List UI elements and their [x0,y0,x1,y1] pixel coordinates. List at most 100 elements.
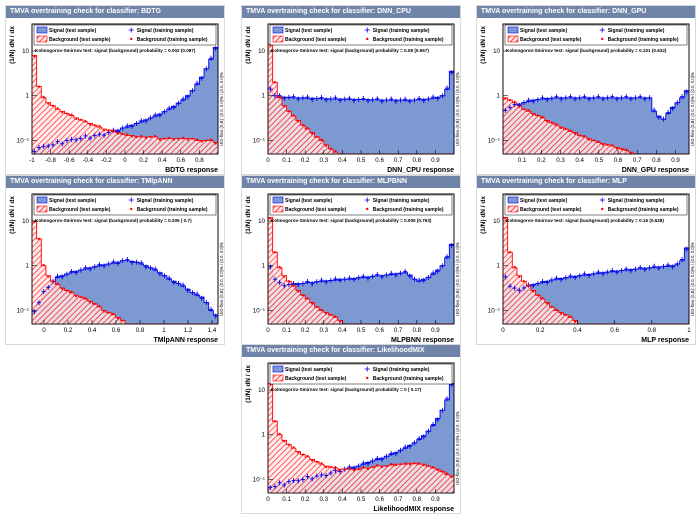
background-bar [619,148,625,154]
background-bar [309,302,315,324]
background-bar [328,314,334,324]
x-tick-label: 0.4 [158,157,167,164]
signal-bar [374,275,380,324]
signal-bar [111,263,116,324]
background-train-marker [37,85,41,88]
x-tick-label: 0.6 [176,157,185,164]
background-bar [125,135,130,154]
y-tick-label: 1 [262,263,266,270]
signal-bar [642,97,648,154]
background-bar [577,135,583,154]
x-tick-label: 0 [123,157,127,164]
background-train-marker [450,475,453,479]
background-bar [97,127,103,154]
background-train-marker [546,302,549,305]
background-train-marker [513,100,516,103]
background-train-marker [269,217,272,220]
background-bar [272,252,278,324]
x-tick-label: 0.4 [338,327,347,334]
signal-bar [337,99,343,154]
background-train-marker [334,466,337,469]
x-tick-label: 0.3 [556,157,565,164]
background-train-marker [445,472,449,475]
signal-bar [351,99,357,154]
panel-title: TMVA overtraining check for classifier: … [6,176,224,188]
signal-bar [642,268,648,324]
signal-bar [665,113,671,154]
background-bar [59,287,65,324]
background-train-marker [311,302,314,305]
x-tick-label: 0.4 [338,496,347,503]
x-tick-label: 0.7 [394,157,403,164]
signal-bar [435,270,441,324]
background-bar [333,317,339,324]
background-train-marker [583,134,586,138]
background-train-marker [121,132,124,136]
x-tick-label: 0.2 [537,157,546,164]
y-tick-label: 10 [258,48,265,55]
overflow-text: U/O-flow (S,B): (0.0, 0.0)% / (0.0, 0.0)… [455,242,460,316]
background-bar [180,138,186,154]
signal-bar [365,99,371,154]
background-train-marker [47,102,50,105]
background-train-marker [297,290,300,293]
y-tick-label: 10⁻¹ [17,138,29,145]
legend-swatch-signal-test [36,26,48,34]
background-bar [295,120,301,154]
chart-panel-bdtg: TMVA overtraining check for classifier: … [5,5,225,175]
background-bar [171,138,177,154]
mlpbnn-histogram: 0 0.1 0.2 0.3 0.4 0.5 0.6 0.7 0.8 0.9 10 1 10⁻¹ MLPBN… [245,193,460,344]
signal-bar [449,71,455,154]
x-tick-label: 1.2 [184,327,193,334]
x-tick-label: 1 [687,327,691,334]
background-train-marker [418,462,421,465]
background-train-marker [42,95,45,98]
background-train-marker [182,136,185,139]
signal-bar [370,276,376,324]
background-bar [535,115,541,154]
legend-swatch-background-test [36,35,48,43]
background-bar [328,148,334,154]
x-tick-label: -0.8 [45,157,56,164]
background-bar [281,440,287,493]
legend-label-background-train: Background (training sample) [137,37,208,43]
signal-bar [430,274,436,324]
signal-bar [356,99,362,154]
signal-bar [426,98,432,154]
background-bar [554,125,560,154]
background-train-marker [126,133,129,136]
background-train-marker [311,132,314,135]
signal-bar [384,100,390,154]
background-bar [286,444,292,493]
signal-bar [430,98,436,154]
y-axis-label: (1/N) dN / dx [9,196,16,234]
background-train-marker [51,104,55,107]
background-bar [268,383,273,493]
background-train-marker [158,138,161,141]
background-train-marker [564,313,567,316]
y-tick-label: 10 [493,218,500,225]
background-train-marker [98,304,101,308]
legend-swatch-background-test [507,205,519,213]
background-bar [402,464,408,493]
background-bar [162,138,168,154]
panel-title: TMVA overtraining check for classifier: … [242,6,460,18]
signal-bar [586,274,592,324]
signal-bar [143,265,149,324]
background-train-marker [564,127,567,131]
background-train-marker [306,297,309,300]
signal-bar [577,275,583,324]
background-train-marker [84,297,87,300]
background-train-marker [615,147,619,150]
signal-bar [591,97,597,154]
signal-bar [656,116,662,154]
signal-bar [444,257,450,324]
signal-bar [619,270,625,324]
legend-swatch-background-test [272,35,284,43]
y-tick-label: 10 [493,48,500,55]
legend-label-signal-test: Signal (test sample) [285,28,333,34]
background-bar [530,113,536,154]
mlp-histogram: 0 0.2 0.4 0.6 0.8 1 10 1 10⁻¹ MLP response (1/N) d… [480,193,695,344]
background-bar [106,130,112,154]
background-train-marker [65,289,68,292]
